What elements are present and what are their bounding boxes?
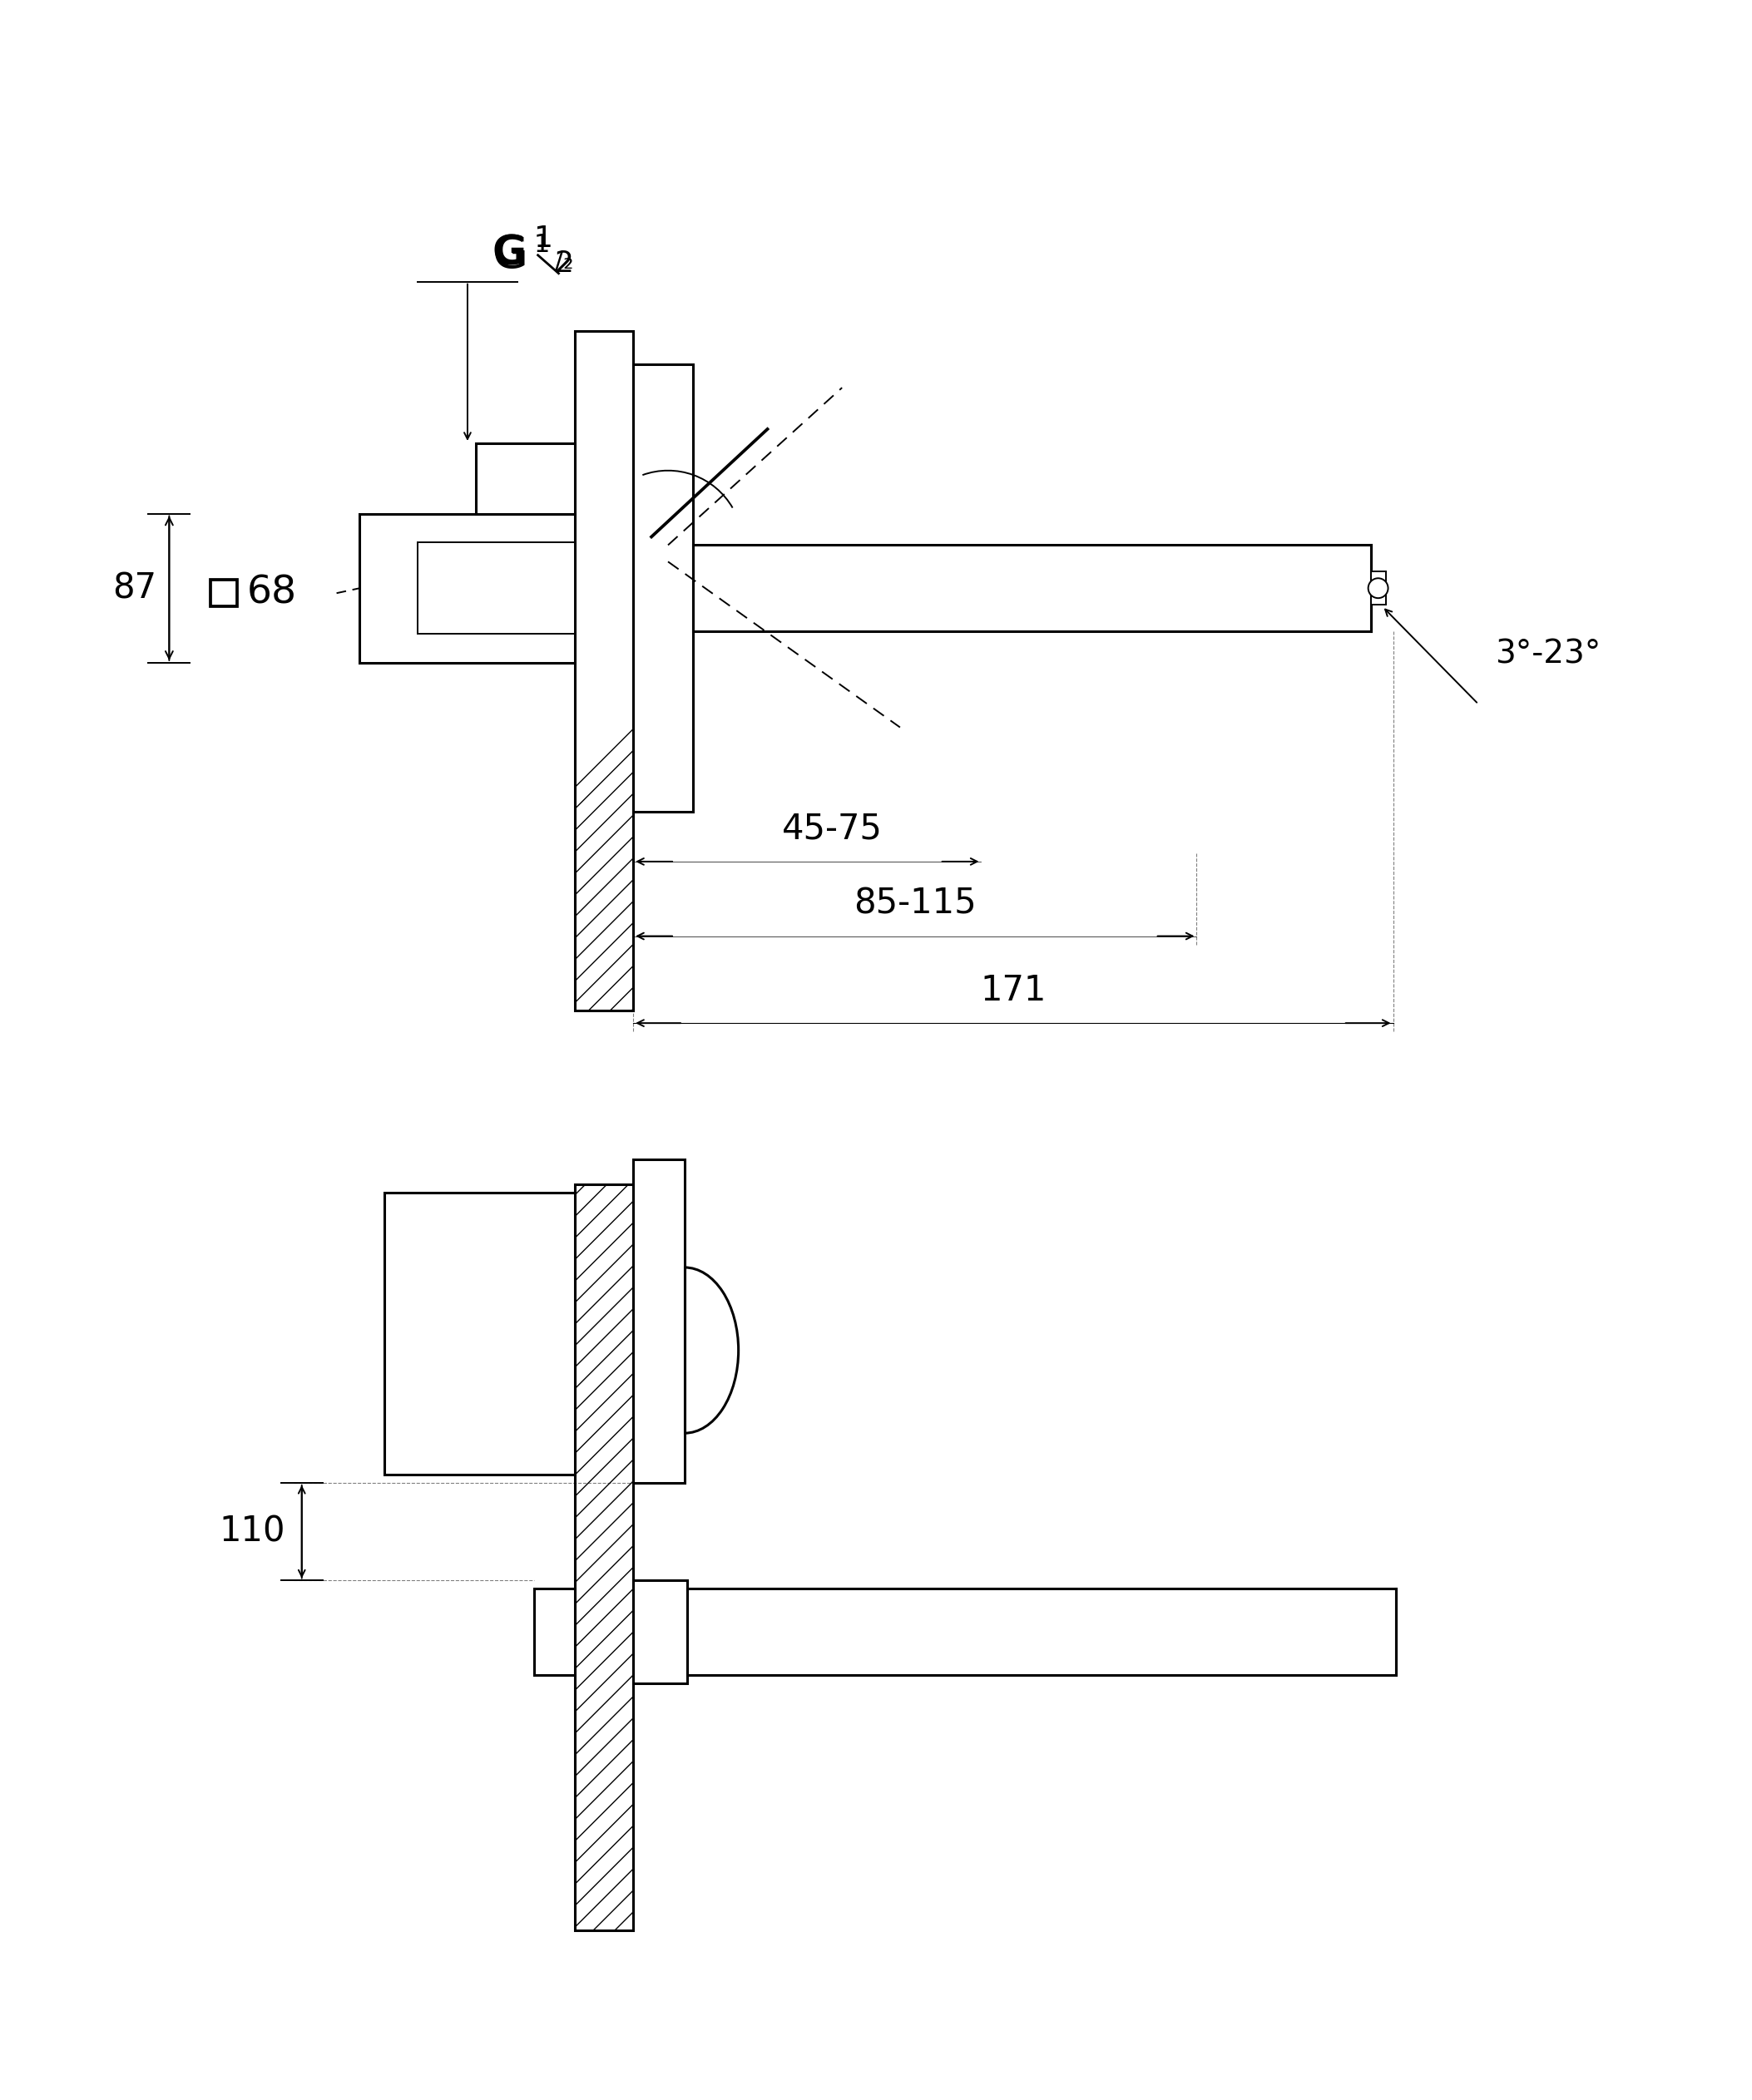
Text: /₂: /₂ xyxy=(554,250,573,273)
Bar xyxy=(575,332,632,1010)
Text: 1: 1 xyxy=(534,233,550,256)
Text: 45-75: 45-75 xyxy=(781,813,883,846)
Text: G: G xyxy=(492,233,527,277)
Bar xyxy=(417,542,575,634)
Bar xyxy=(632,365,692,813)
Bar xyxy=(385,1193,575,1474)
Text: 3°-23°: 3°-23° xyxy=(1494,638,1601,670)
Text: 85-115: 85-115 xyxy=(853,886,976,922)
Bar xyxy=(359,514,575,664)
Bar xyxy=(687,1590,1396,1676)
Text: 1: 1 xyxy=(534,225,554,252)
Text: 87: 87 xyxy=(112,571,156,605)
Bar xyxy=(632,1581,687,1684)
Bar xyxy=(575,1184,632,1930)
Text: G: G xyxy=(492,233,527,273)
Bar xyxy=(575,1184,632,1930)
Bar xyxy=(632,1159,685,1483)
Text: 110: 110 xyxy=(219,1514,286,1550)
Circle shape xyxy=(1368,578,1388,598)
Text: 171: 171 xyxy=(979,972,1046,1008)
Text: 68: 68 xyxy=(247,575,298,611)
Text: 2: 2 xyxy=(554,250,573,277)
Bar xyxy=(477,443,575,514)
Bar xyxy=(575,332,632,1010)
Bar xyxy=(692,546,1370,632)
Bar xyxy=(210,580,237,607)
Bar xyxy=(534,1590,575,1676)
Bar xyxy=(1370,571,1386,605)
